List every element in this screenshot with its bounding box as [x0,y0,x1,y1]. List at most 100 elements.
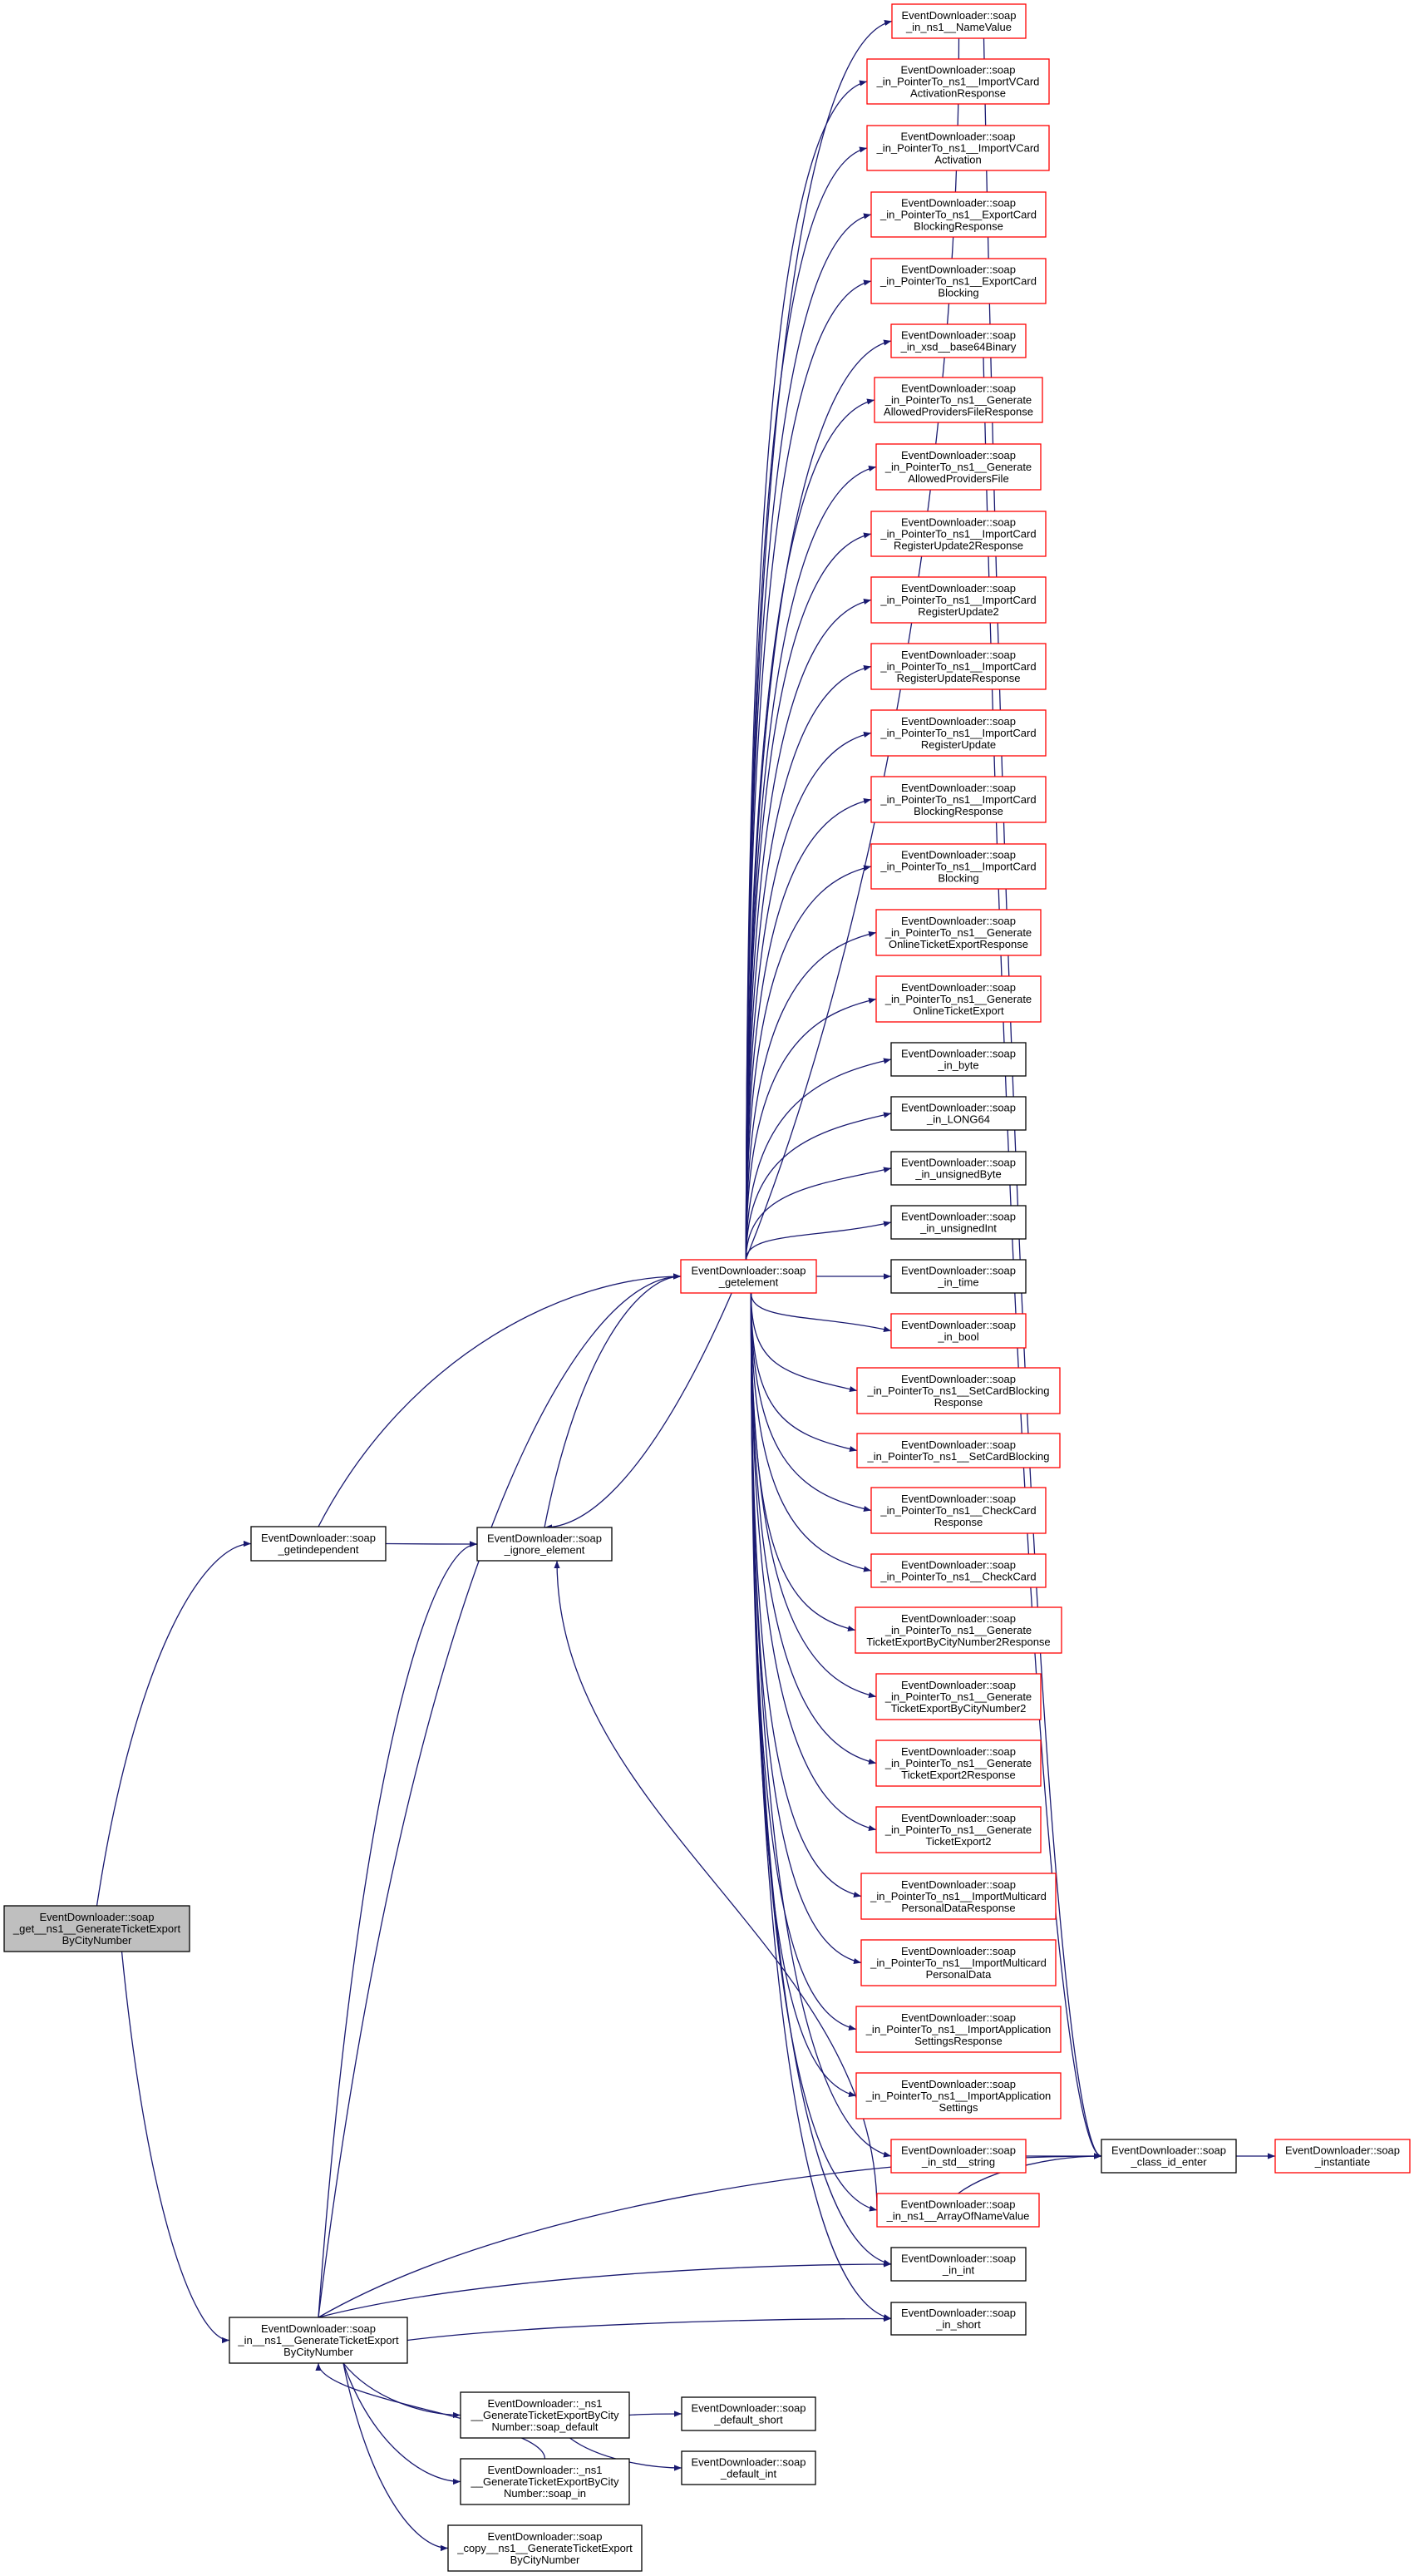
node-label-line: EventDownloader::soap [1285,2144,1400,2157]
edge-getelement-to-VCardAct [745,146,868,1261]
node-class_id_enter[interactable]: EventDownloader::soap_class_id_enter [1101,2139,1237,2174]
node-ExpBlk[interactable]: EventDownloader::soap_in_PointerTo_ns1__… [870,258,1047,304]
node-label-line: _in_PointerTo_ns1__ExportCard [879,275,1037,288]
node-label-line: EventDownloader::soap [901,1102,1016,1114]
node-label-line: _in_PointerTo_ns1__CheckCard [879,1571,1036,1583]
node-SCBResp[interactable]: EventDownloader::soap_in_PointerTo_ns1__… [856,1367,1061,1414]
node-label-line: _in_std__string [921,2156,995,2169]
node-RU2[interactable]: EventDownloader::soap_in_PointerTo_ns1__… [870,576,1047,624]
node-label-line: TicketExportByCityNumber2Response [866,1636,1050,1648]
node-MC[interactable]: EventDownloader::soap_in_PointerTo_ns1__… [860,1939,1057,1986]
node-TE2[interactable]: EventDownloader::soap_in_PointerTo_ns1__… [875,1806,1042,1853]
node-ExpBlkResp[interactable]: EventDownloader::soap_in_PointerTo_ns1__… [870,191,1047,238]
node-instantiate[interactable]: EventDownloader::soap_instantiate [1274,2139,1411,2174]
node-box [1274,2139,1411,2174]
node-label-line: EventDownloader::soap [901,329,1016,342]
node-BlkResp[interactable]: EventDownloader::soap_in_PointerTo_ns1__… [870,776,1047,823]
node-box [856,1433,1061,1468]
node-RU2Resp[interactable]: EventDownloader::soap_in_PointerTo_ns1__… [870,511,1047,557]
node-Allowed[interactable]: EventDownloader::soap_in_PointerTo_ns1__… [875,443,1042,491]
edge-getelement-to-ASResp [750,1292,857,2031]
node-label-line: EventDownloader::_ns1 [487,2464,602,2476]
node-box [890,1042,1027,1077]
node-label-line: Settings [939,2101,978,2114]
node-soap_in[interactable]: EventDownloader::_ns1__GenerateTicketExp… [460,2458,630,2505]
node-box [875,443,1042,491]
node-label-line: EventDownloader::soap [487,2530,602,2543]
node-time[interactable]: EventDownloader::soap_in_time [890,1259,1027,1294]
node-label-line: _in_int [942,2264,975,2277]
edge-NameValue-to-ignore [544,37,960,1531]
node-label-line: Activation [934,154,981,166]
node-Online[interactable]: EventDownloader::soap_in_PointerTo_ns1__… [875,975,1042,1023]
node-default_short[interactable]: EventDownloader::soap_default_short [681,2396,816,2431]
node-getelement[interactable]: EventDownloader::soap_getelement [680,1259,817,1294]
node-bool[interactable]: EventDownloader::soap_in_bool [890,1313,1027,1349]
node-getindep[interactable]: EventDownloader::soap_getindependent [250,1526,387,1562]
node-TE2Resp[interactable]: EventDownloader::soap_in_PointerTo_ns1__… [875,1740,1042,1787]
node-copy[interactable]: EventDownloader::soap_copy__ns1__Generat… [447,2524,643,2572]
node-label-line: Number::soap_in [504,2487,586,2500]
node-label-line: RegisterUpdateResponse [897,672,1021,684]
node-OnlineResp[interactable]: EventDownloader::soap_in_PointerTo_ns1__… [875,909,1042,956]
node-box [875,909,1042,956]
node-ArrayNV[interactable]: EventDownloader::soap_in_ns1__ArrayOfNam… [876,2193,1040,2228]
node-std_string[interactable]: EventDownloader::soap_in_std__string [890,2139,1027,2174]
edge-getelement-to-BlkResp [745,797,872,1261]
node-label-line: PersonalDataResponse [901,1902,1015,1914]
node-in_bcn[interactable]: EventDownloader::soap_in__ns1__GenerateT… [229,2317,408,2364]
node-AS[interactable]: EventDownloader::soap_in_PointerTo_ns1__… [855,2072,1062,2120]
node-label-line: EventDownloader::soap [901,715,1016,728]
node-byte[interactable]: EventDownloader::soap_in_byte [890,1042,1027,1077]
node-box [890,2247,1027,2282]
node-unsignedInt[interactable]: EventDownloader::soap_in_unsignedInt [890,1205,1027,1240]
edge-getelement-to-LONG64 [745,1112,892,1261]
node-label-line: EventDownloader::soap [901,1157,1016,1169]
node-TBCN2[interactable]: EventDownloader::soap_in_PointerTo_ns1__… [875,1673,1042,1720]
node-unsignedByte[interactable]: EventDownloader::soap_in_unsignedByte [890,1151,1027,1186]
node-default_int[interactable]: EventDownloader::soap_default_int [681,2450,816,2485]
node-label-line: _in_ns1__NameValue [905,21,1012,33]
node-soap_default[interactable]: EventDownloader::_ns1__GenerateTicketExp… [460,2391,630,2439]
node-SCB[interactable]: EventDownloader::soap_in_PointerTo_ns1__… [856,1433,1061,1468]
node-label-line: TicketExportByCityNumber2 [891,1702,1027,1715]
node-ASResp[interactable]: EventDownloader::soap_in_PointerTo_ns1__… [855,2006,1062,2053]
edge-in_bcn-to-class_id_enter [318,2153,1102,2318]
node-VCardAct[interactable]: EventDownloader::soap_in_PointerTo_ns1__… [866,125,1050,171]
node-AllowedResp[interactable]: EventDownloader::soap_in_PointerTo_ns1__… [874,377,1043,423]
node-box [890,1205,1027,1240]
node-root[interactable]: EventDownloader::soap_get__ns1__Generate… [3,1905,190,1952]
node-box [875,1673,1042,1720]
node-box [680,1259,817,1294]
node-ignore[interactable]: EventDownloader::soap_ignore_element [476,1527,613,1562]
node-label-line: EventDownloader::soap [691,2402,806,2415]
node-in_int[interactable]: EventDownloader::soap_in_int [890,2247,1027,2282]
node-label-line: ActivationResponse [910,87,1006,100]
node-Blk[interactable]: EventDownloader::soap_in_PointerTo_ns1__… [870,843,1047,890]
node-RU[interactable]: EventDownloader::soap_in_PointerTo_ns1__… [870,709,1047,757]
edge-getelement-to-TBCN2Resp [750,1292,856,1632]
edge-root-to-in_bcn [121,1951,230,2344]
node-LONG64[interactable]: EventDownloader::soap_in_LONG64 [890,1096,1027,1131]
edge-getelement-to-NameValue [745,19,893,1261]
node-MCResp[interactable]: EventDownloader::soap_in_PointerTo_ns1__… [860,1873,1057,1920]
node-label-line: EventDownloader::soap [901,1559,1016,1572]
node-label-line: _in_PointerTo_ns1__Generate [884,1690,1032,1703]
edge-getelement-to-unsignedInt [745,1221,892,1261]
node-RUResp[interactable]: EventDownloader::soap_in_PointerTo_ns1__… [870,643,1047,690]
node-label-line: RegisterUpdate [921,738,996,751]
node-label-line: _in_PointerTo_ns1__ImportMulticard [870,1890,1047,1902]
node-CC[interactable]: EventDownloader::soap_in_PointerTo_ns1__… [870,1553,1047,1588]
node-VCardActResp[interactable]: EventDownloader::soap_in_PointerTo_ns1__… [866,58,1050,105]
edge-getelement-to-TBCN2 [750,1292,877,1699]
node-label-line: EventDownloader::soap [900,64,1015,76]
node-CCResp[interactable]: EventDownloader::soap_in_PointerTo_ns1__… [870,1487,1047,1534]
node-TBCN2Resp[interactable]: EventDownloader::soap_in_PointerTo_ns1__… [855,1606,1062,1654]
node-base64[interactable]: EventDownloader::soap_in_xsd__base64Bina… [890,323,1027,358]
node-label-line: _default_short [713,2414,783,2426]
node-in_short[interactable]: EventDownloader::soap_in_short [890,2302,1027,2336]
node-box [890,1096,1027,1131]
node-NameValue[interactable]: EventDownloader::soap_in_ns1__NameValue [891,3,1027,39]
node-label-line: _in_xsd__base64Binary [900,341,1017,353]
edge-getelement-to-TE2Resp [750,1292,877,1765]
